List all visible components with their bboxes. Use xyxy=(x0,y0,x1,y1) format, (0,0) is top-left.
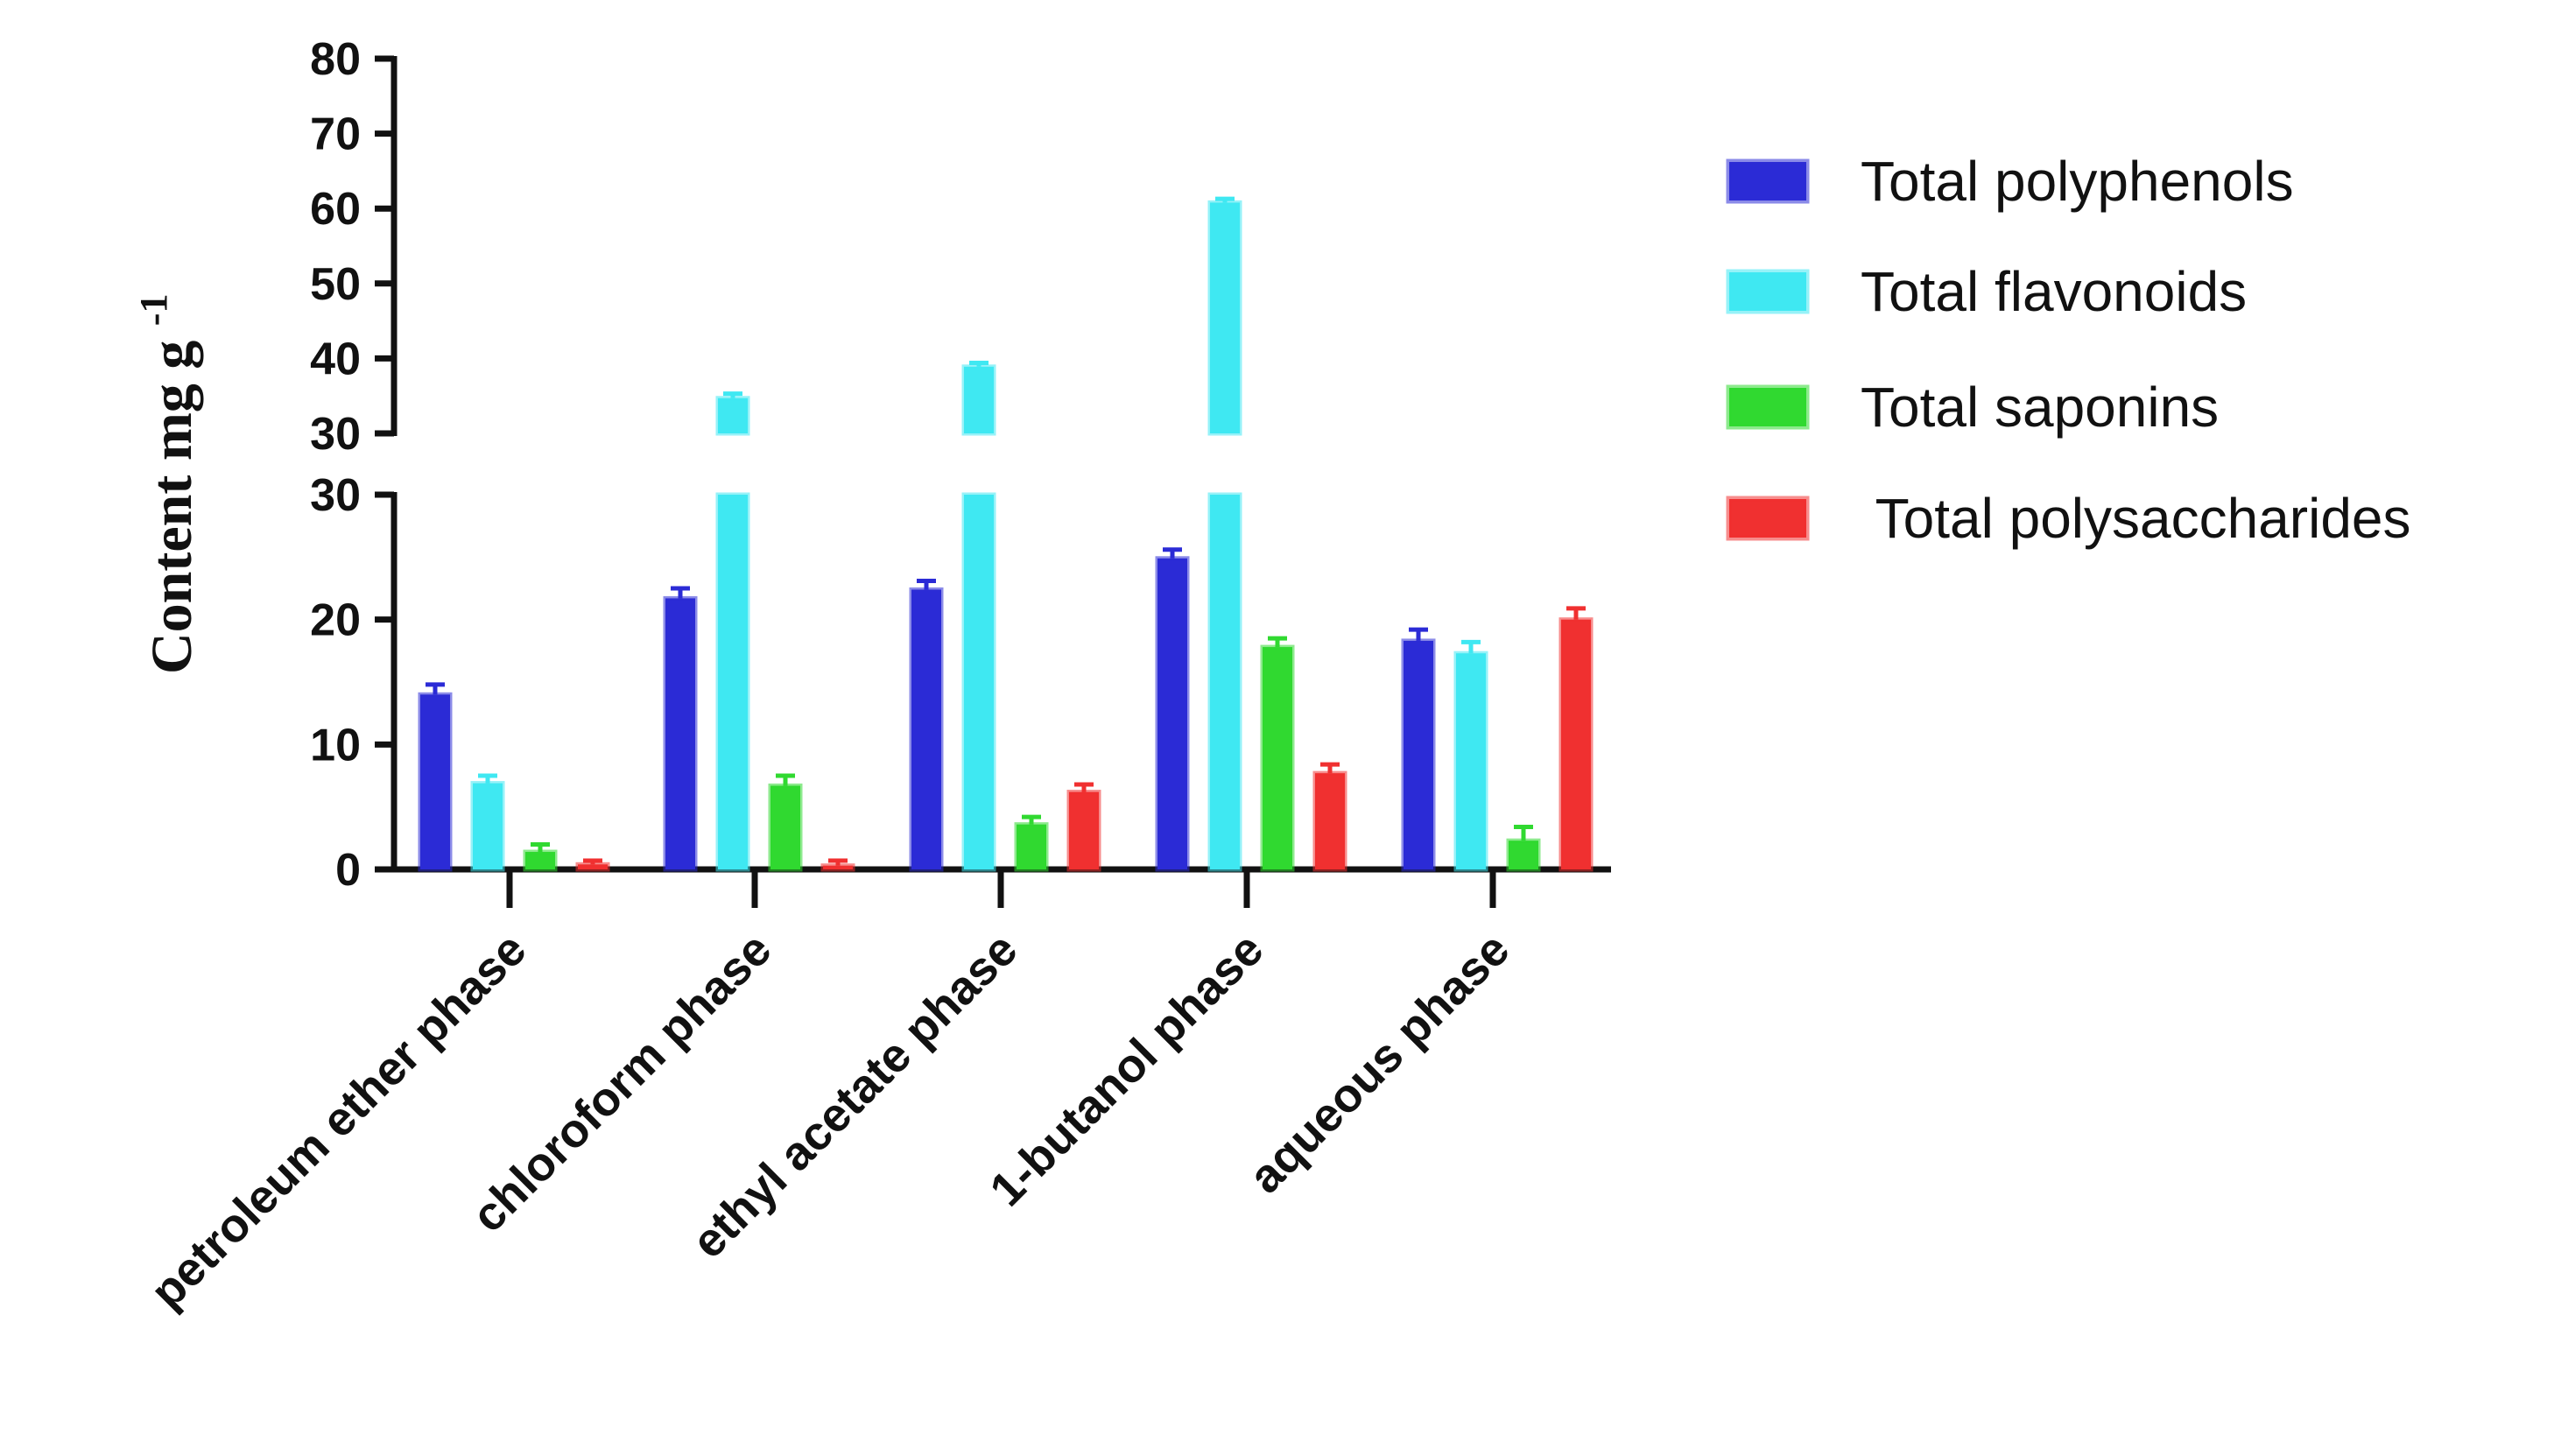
bar xyxy=(418,692,453,872)
y-tick-label-lower: 10 xyxy=(310,720,361,770)
legend-label: Total polyphenols xyxy=(1861,150,2294,213)
bar xyxy=(1260,644,1295,872)
category-label: 1-butanol phase xyxy=(980,923,1273,1216)
tick-labels: 0 10 20 30 30 40 50 60 70 80 xyxy=(310,34,361,896)
bar xyxy=(663,595,698,872)
category-label: aqueous phase xyxy=(1239,923,1519,1203)
bar xyxy=(470,781,505,872)
legend-swatch xyxy=(1726,158,1810,204)
y-tick-label-lower: 0 xyxy=(335,845,361,896)
bar xyxy=(1453,651,1488,872)
y-tick-label-upper: 50 xyxy=(310,259,361,310)
y-tick-label-upper: 70 xyxy=(310,109,361,160)
y-tick-label-upper: 80 xyxy=(310,34,361,85)
bar xyxy=(768,783,803,872)
bar-lower-segment xyxy=(715,492,750,872)
bar xyxy=(1312,770,1347,872)
bar xyxy=(1066,790,1101,872)
bar xyxy=(909,587,944,872)
bar xyxy=(1558,617,1594,872)
bar xyxy=(1155,556,1190,872)
y-tick-label-lower: 20 xyxy=(310,595,361,646)
legend-label: Total saponins xyxy=(1861,376,2219,439)
legend-swatch xyxy=(1726,384,1810,430)
y-tick-label-upper: 40 xyxy=(310,334,361,384)
bar xyxy=(1401,638,1436,872)
legend-label: Total flavonoids xyxy=(1861,260,2247,323)
bar xyxy=(1014,822,1049,872)
bar xyxy=(820,863,855,872)
bar-lower-segment xyxy=(1207,492,1242,872)
y-tick-label-upper: 60 xyxy=(310,184,361,235)
category-label: petroleum ether phase xyxy=(141,923,537,1319)
legend: Total polyphenols Total flavonoids Total s… xyxy=(1726,150,2411,550)
bar-upper-segment xyxy=(961,364,996,436)
bars xyxy=(418,196,1594,872)
legend-swatch xyxy=(1726,269,1810,314)
y-axis-label: Content mg g -1 xyxy=(132,294,204,674)
y-tick-label-lower: 30 xyxy=(310,470,361,521)
y-axis-label-superscript: -1 xyxy=(132,294,175,327)
bar-upper-segment xyxy=(715,396,750,436)
bar-upper-segment xyxy=(1207,200,1242,436)
bar xyxy=(523,849,558,872)
bar xyxy=(1506,838,1541,872)
legend-swatch xyxy=(1726,496,1810,541)
bar-lower-segment xyxy=(961,492,996,872)
legend-label: Total polysaccharides xyxy=(1861,487,2411,550)
y-tick-label-upper: 30 xyxy=(310,409,361,460)
y-axis-label-main: Content mg g xyxy=(140,341,204,674)
bar xyxy=(575,862,610,872)
